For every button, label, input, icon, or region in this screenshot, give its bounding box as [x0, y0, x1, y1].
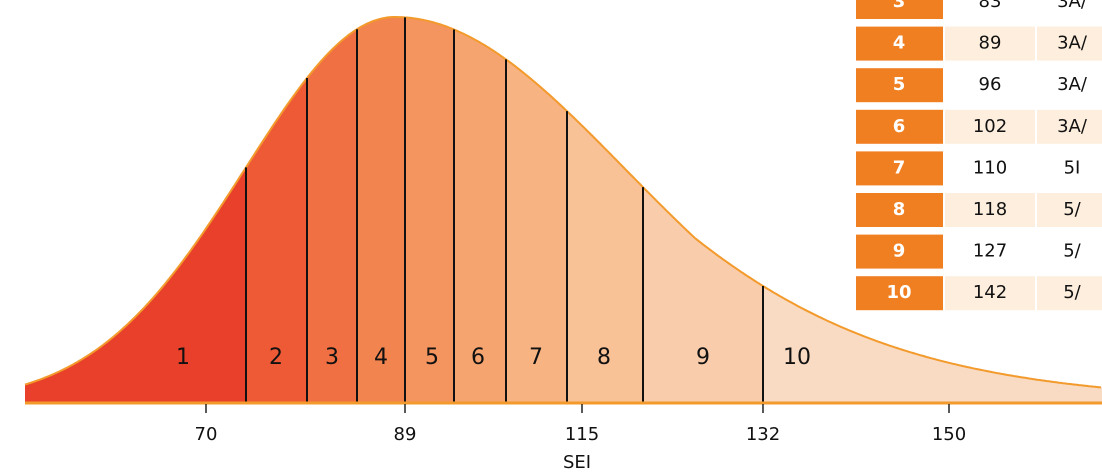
decile-area: [506, 59, 567, 404]
decile-area: [763, 286, 1102, 403]
x-tick-label: 89: [394, 424, 417, 445]
value-cell: [945, 193, 1035, 227]
row-class: 3A/: [1057, 33, 1088, 54]
row-class: 3A/: [1057, 74, 1088, 95]
x-tick-label: 132: [746, 424, 780, 445]
index-cell: [856, 151, 943, 186]
row-value: 89: [979, 33, 1002, 54]
row-value: 102: [973, 116, 1007, 137]
index-cell: [856, 26, 943, 61]
value-cell: [945, 68, 1035, 103]
x-tick-label: 115: [565, 424, 599, 445]
class-cell: [1037, 276, 1102, 311]
row-class: 3A/: [1057, 116, 1088, 137]
decile-label: 10: [783, 345, 811, 370]
row-index: 8: [893, 199, 906, 220]
decile-label: 9: [696, 345, 710, 370]
curve-outline: [24, 16, 1102, 389]
decile-label: 3: [325, 345, 339, 370]
value-cell: [945, 276, 1035, 311]
row-class: 5I: [1064, 157, 1081, 178]
row-value: 110: [973, 157, 1007, 178]
decile-label: 2: [269, 345, 283, 370]
row-value: 142: [973, 282, 1007, 303]
index-cell: [856, 0, 943, 19]
decile-label: 5: [425, 345, 439, 370]
decile-area: [454, 29, 506, 403]
row-index: 4: [893, 33, 906, 54]
decile-label: 7: [529, 345, 543, 370]
index-cell: [856, 68, 943, 103]
class-cell: [1037, 234, 1102, 269]
row-class: 3A/: [1057, 0, 1088, 12]
row-class: 5/: [1063, 282, 1081, 303]
value-cell: [945, 234, 1035, 269]
row-class: 5/: [1063, 199, 1081, 220]
row-index: 5: [893, 74, 906, 95]
decile-label: 6: [471, 345, 485, 370]
decile-area: [246, 78, 307, 403]
value-cell: [945, 26, 1035, 61]
decile-label: 8: [597, 345, 611, 370]
row-index: 7: [893, 157, 906, 178]
index-cell: [856, 234, 943, 269]
value-cell: [945, 151, 1035, 186]
row-index: 10: [886, 282, 911, 303]
class-cell: [1037, 151, 1102, 186]
row-value: 118: [973, 199, 1007, 220]
row-value: 127: [973, 241, 1007, 262]
row-value: 83: [979, 0, 1002, 12]
decile-area: [307, 29, 357, 403]
decile-area: [405, 17, 454, 404]
decile-area: [357, 17, 405, 403]
class-cell: [1037, 26, 1102, 61]
row-value: 96: [979, 74, 1002, 95]
x-tick-label: 150: [932, 424, 966, 445]
decile-area: [643, 187, 763, 403]
row-class: 5/: [1063, 241, 1081, 262]
value-cell: [945, 0, 1035, 19]
index-cell: [856, 276, 943, 311]
decile-area: [567, 111, 643, 403]
index-cell: [856, 109, 943, 144]
decile-label: 1: [176, 345, 190, 370]
x-tick-label: 70: [195, 424, 218, 445]
class-cell: [1037, 109, 1102, 144]
class-cell: [1037, 193, 1102, 227]
row-index: 9: [893, 241, 906, 262]
class-cell: [1037, 68, 1102, 103]
table: 3 83 3A/4 89 3A/5 96 3A/6 102 3A/7 110 5I 8 118 5/9 12…: [852, 0, 1102, 314]
index-cell: [856, 193, 943, 227]
row-index: 6: [893, 116, 906, 137]
row-index: 3: [893, 0, 906, 12]
decile-label: 4: [374, 345, 388, 370]
x-axis-label: SEI: [563, 452, 591, 473]
decile-area: [25, 167, 246, 403]
class-cell: [1037, 0, 1102, 19]
value-cell: [945, 109, 1035, 144]
